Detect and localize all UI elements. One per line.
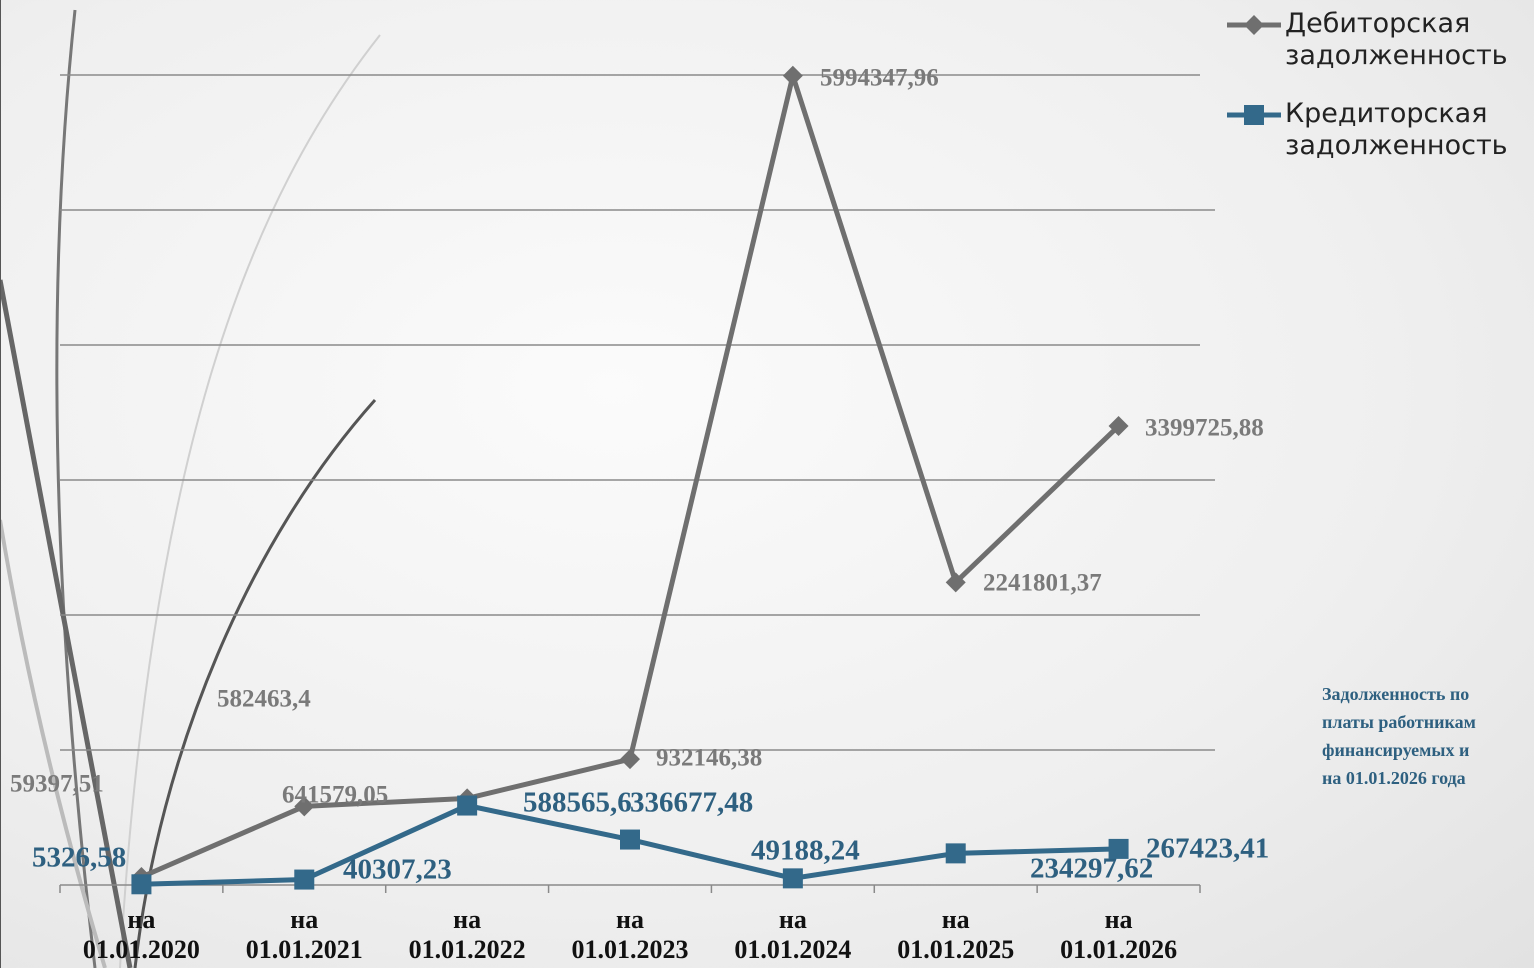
data-label: 641579,05 [282, 782, 388, 809]
data-label: 2241801,37 [983, 570, 1102, 597]
data-label: 49188,24 [751, 835, 860, 867]
x-tick-label: на 01.01.2020 [82, 905, 200, 964]
marker [782, 65, 803, 86]
data-label: 5326,58 [32, 842, 126, 874]
legend-swatch [1227, 105, 1281, 125]
marker [294, 796, 315, 817]
annotation-line: финансируемых и [1322, 740, 1470, 760]
data-label: 336677,48 [630, 787, 753, 819]
data-label: 588565,6 [523, 787, 632, 819]
annotation-line: Задолженность по [1322, 684, 1470, 704]
x-tick-label: на 01.01.2023 [571, 905, 689, 964]
x-tick-label: на 01.01.2022 [408, 905, 526, 964]
data-label: 40307,23 [343, 854, 452, 886]
data-label: 59397,51 [10, 771, 104, 798]
marker [620, 749, 640, 770]
marker [945, 572, 966, 593]
x-tick-label: на 01.01.2021 [245, 905, 363, 964]
data-label: 3399725,88 [1145, 415, 1264, 442]
legend-marker [1244, 15, 1264, 35]
marker [620, 829, 640, 850]
x-tick-label: на 01.01.2026 [1060, 905, 1178, 964]
marker [782, 868, 803, 889]
legend-item: Дебиторская задолженность [1225, 8, 1534, 72]
marker [1108, 416, 1129, 437]
marker [457, 795, 478, 816]
legend-swatch [1227, 15, 1281, 35]
x-tick-label: на 01.01.2025 [897, 905, 1015, 964]
data-label: 5994347,96 [820, 65, 939, 92]
legend-label: Дебиторская задолженность [1285, 8, 1508, 71]
data-label: 582463,4 [217, 686, 311, 713]
marker [1108, 838, 1129, 859]
legend-label: Кредиторская задолженность [1285, 98, 1508, 161]
marker [294, 869, 315, 890]
legend-item: Кредиторская задолженность [1225, 98, 1534, 162]
legend: Дебиторская задолженность Кредиторская за… [1225, 8, 1534, 188]
annotation-line: на 01.01.2026 года [1322, 768, 1466, 788]
decoration [0, 0, 381, 968]
marker [131, 874, 152, 895]
x-tick-label: на 01.01.2024 [734, 905, 852, 964]
data-label: 932146,38 [656, 745, 762, 772]
data-label: 234297,62 [1030, 853, 1153, 885]
annotation-line: платы работникам [1322, 712, 1476, 732]
data-label: 267423,41 [1146, 833, 1269, 865]
marker [945, 843, 966, 864]
legend-marker [1244, 105, 1264, 125]
annotation: Задолженность по платы работникам финансир… [1322, 680, 1534, 792]
